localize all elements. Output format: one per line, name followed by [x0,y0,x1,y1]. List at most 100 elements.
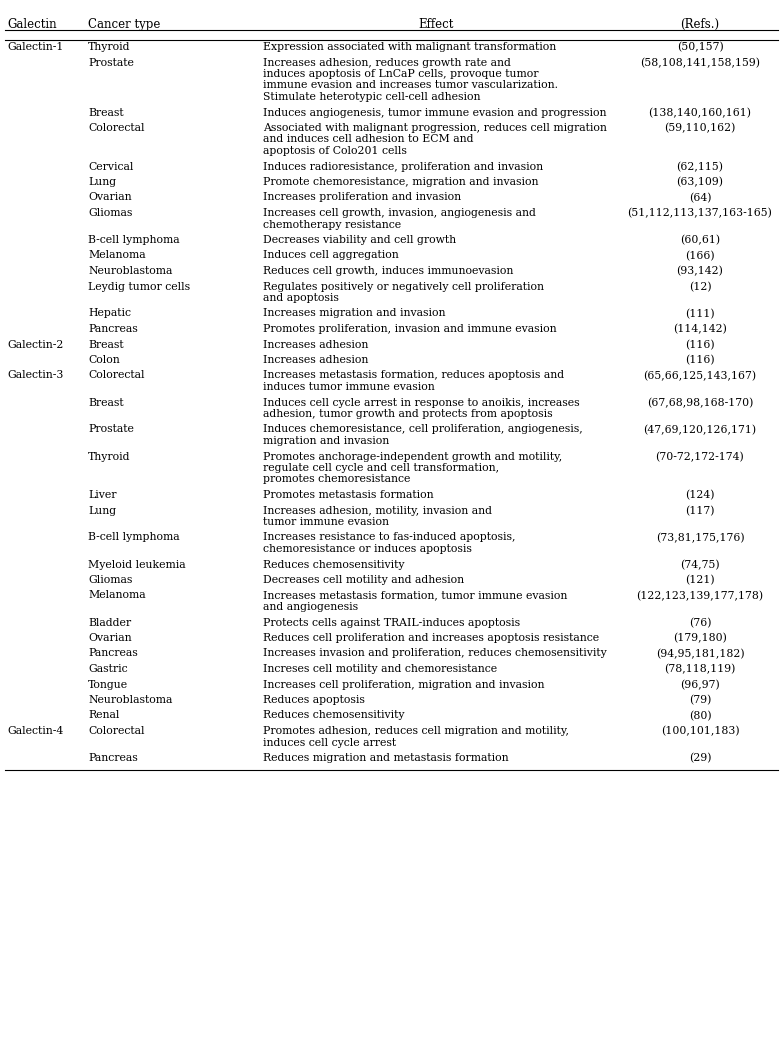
Text: Thyroid: Thyroid [88,452,131,462]
Text: (100,101,183): (100,101,183) [661,726,739,736]
Text: Induces angiogenesis, tumor immune evasion and progression: Induces angiogenesis, tumor immune evasi… [263,107,607,118]
Text: Increases proliferation and invasion: Increases proliferation and invasion [263,192,461,203]
Text: Cervical: Cervical [88,161,133,172]
Text: Increases resistance to fas-induced apoptosis,: Increases resistance to fas-induced apop… [263,533,515,542]
Text: (63,109): (63,109) [677,177,723,188]
Text: induces tumor immune evasion: induces tumor immune evasion [263,382,435,392]
Text: Pancreas: Pancreas [88,324,138,334]
Text: (12): (12) [689,281,711,292]
Text: (29): (29) [689,753,711,763]
Text: (116): (116) [685,355,715,365]
Text: Promotes proliferation, invasion and immune evasion: Promotes proliferation, invasion and imm… [263,324,557,334]
Text: (166): (166) [685,250,715,261]
Text: Breast: Breast [88,398,124,407]
Text: Stimulate heterotypic cell-cell adhesion: Stimulate heterotypic cell-cell adhesion [263,92,481,102]
Text: promotes chemoresistance: promotes chemoresistance [263,474,410,485]
Text: and angiogenesis: and angiogenesis [263,602,358,612]
Text: Promotes anchorage-independent growth and motility,: Promotes anchorage-independent growth an… [263,452,562,462]
Text: (62,115): (62,115) [677,161,723,172]
Text: Melanoma: Melanoma [88,250,146,261]
Text: induces apoptosis of LnCaP cells, provoque tumor: induces apoptosis of LnCaP cells, provoq… [263,69,539,79]
Text: (117): (117) [685,505,715,516]
Text: Hepatic: Hepatic [88,309,131,318]
Text: Gliomas: Gliomas [88,208,132,218]
Text: (64): (64) [689,192,711,203]
Text: (47,69,120,126,171): (47,69,120,126,171) [644,424,756,435]
Text: Colorectal: Colorectal [88,726,145,736]
Text: Increases metastasis formation, reduces apoptosis and: Increases metastasis formation, reduces … [263,370,564,381]
Text: Thyroid: Thyroid [88,42,131,52]
Text: (138,140,160,161): (138,140,160,161) [648,107,752,118]
Text: Increases adhesion: Increases adhesion [263,340,368,349]
Text: Ovarian: Ovarian [88,633,132,643]
Text: Lung: Lung [88,177,116,187]
Text: (60,61): (60,61) [680,234,720,245]
Text: (79): (79) [689,695,711,706]
Text: (59,110,162): (59,110,162) [664,123,736,134]
Text: chemotherapy resistance: chemotherapy resistance [263,220,401,229]
Text: (124): (124) [685,490,715,501]
Text: induces cell cycle arrest: induces cell cycle arrest [263,737,396,748]
Text: (51,112,113,137,163-165): (51,112,113,137,163-165) [627,208,773,219]
Text: (74,75): (74,75) [680,559,720,570]
Text: Galectin-3: Galectin-3 [7,370,63,381]
Text: immune evasion and increases tumor vascularization.: immune evasion and increases tumor vascu… [263,81,558,90]
Text: (58,108,141,158,159): (58,108,141,158,159) [640,57,760,68]
Text: (67,68,98,168-170): (67,68,98,168-170) [647,398,753,407]
Text: adhesion, tumor growth and protects from apoptosis: adhesion, tumor growth and protects from… [263,408,553,419]
Text: (50,157): (50,157) [677,42,723,52]
Text: Reduces chemosensitivity: Reduces chemosensitivity [263,559,405,570]
Text: (122,123,139,177,178): (122,123,139,177,178) [637,591,763,601]
Text: Pancreas: Pancreas [88,648,138,659]
Text: (116): (116) [685,340,715,350]
Text: Increases adhesion, reduces growth rate and: Increases adhesion, reduces growth rate … [263,57,511,68]
Text: (80): (80) [689,711,711,720]
Text: Reduces chemosensitivity: Reduces chemosensitivity [263,711,405,720]
Text: B-cell lymphoma: B-cell lymphoma [88,533,179,542]
Text: (78,118,119): (78,118,119) [664,664,736,675]
Text: (70-72,172-174): (70-72,172-174) [655,452,745,462]
Text: and induces cell adhesion to ECM and: and induces cell adhesion to ECM and [263,135,474,144]
Text: (121): (121) [685,575,715,586]
Text: (73,81,175,176): (73,81,175,176) [655,533,745,543]
Text: Gastric: Gastric [88,664,128,674]
Text: (Refs.): (Refs.) [680,18,720,31]
Text: Reduces apoptosis: Reduces apoptosis [263,695,365,705]
Text: Pancreas: Pancreas [88,753,138,763]
Text: Regulates positively or negatively cell proliferation: Regulates positively or negatively cell … [263,281,544,292]
Text: Colon: Colon [88,355,120,365]
Text: regulate cell cycle and cell transformation,: regulate cell cycle and cell transformat… [263,463,499,473]
Text: Increses cell motility and chemoresistance: Increses cell motility and chemoresistan… [263,664,497,674]
Text: Lung: Lung [88,505,116,516]
Text: Liver: Liver [88,490,117,500]
Text: Ovarian: Ovarian [88,192,132,203]
Text: Promotes metastasis formation: Promotes metastasis formation [263,490,434,500]
Text: B-cell lymphoma: B-cell lymphoma [88,234,179,245]
Text: Increases cell growth, invasion, angiogenesis and: Increases cell growth, invasion, angioge… [263,208,536,218]
Text: Protects cells against TRAIL-induces apoptosis: Protects cells against TRAIL-induces apo… [263,618,520,627]
Text: Colorectal: Colorectal [88,123,145,133]
Text: Breast: Breast [88,107,124,118]
Text: Increases invasion and proliferation, reduces chemosensitivity: Increases invasion and proliferation, re… [263,648,607,659]
Text: migration and invasion: migration and invasion [263,436,389,446]
Text: Increases cell proliferation, migration and invasion: Increases cell proliferation, migration … [263,679,544,690]
Text: chemoresistance or induces apoptosis: chemoresistance or induces apoptosis [263,544,472,554]
Text: Melanoma: Melanoma [88,591,146,601]
Text: (96,97): (96,97) [680,679,720,690]
Text: Promotes adhesion, reduces cell migration and motility,: Promotes adhesion, reduces cell migratio… [263,726,569,736]
Text: Increases adhesion, motility, invasion and: Increases adhesion, motility, invasion a… [263,505,492,516]
Text: Induces radioresistance, proliferation and invasion: Induces radioresistance, proliferation a… [263,161,543,172]
Text: (179,180): (179,180) [673,633,727,643]
Text: Induces cell cycle arrest in response to anoikis, increases: Induces cell cycle arrest in response to… [263,398,579,407]
Text: Neuroblastoma: Neuroblastoma [88,266,172,276]
Text: Galectin-1: Galectin-1 [7,42,63,52]
Text: Reduces cell proliferation and increases apoptosis resistance: Reduces cell proliferation and increases… [263,633,599,643]
Text: Induces cell aggregation: Induces cell aggregation [263,250,399,261]
Text: (93,142): (93,142) [677,266,723,276]
Text: (65,66,125,143,167): (65,66,125,143,167) [644,370,756,381]
Text: Leydig tumor cells: Leydig tumor cells [88,281,190,292]
Text: Cancer type: Cancer type [88,18,161,31]
Text: Colorectal: Colorectal [88,370,145,381]
Text: Increases metastasis formation, tumor immune evasion: Increases metastasis formation, tumor im… [263,591,568,601]
Text: Increases migration and invasion: Increases migration and invasion [263,309,446,318]
